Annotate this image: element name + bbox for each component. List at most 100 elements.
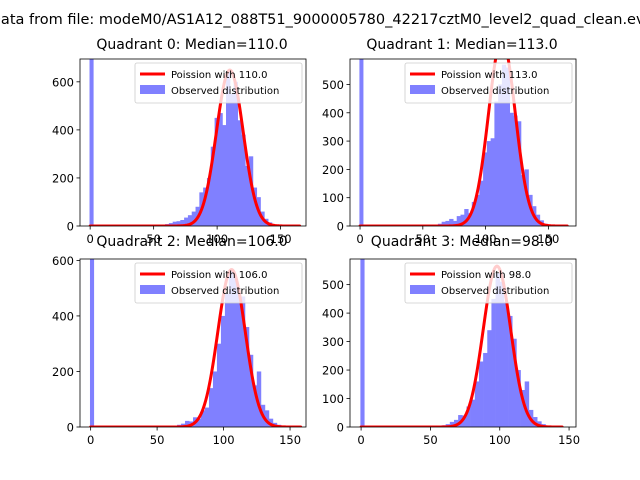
legend-hist-swatch: [410, 85, 435, 94]
histogram-bar: [218, 113, 223, 226]
histogram-bar: [479, 180, 484, 226]
histogram-bar: [520, 389, 525, 427]
histogram-bar: [445, 220, 450, 226]
y-tick-label: 300: [322, 135, 344, 149]
histogram-bar: [478, 361, 484, 427]
histogram-bar: [226, 72, 231, 226]
x-tick-label: 50: [146, 232, 161, 246]
histogram-bar: [505, 67, 511, 226]
histogram-bar: [487, 330, 492, 427]
legend-fit-label: Poission with 110.0: [171, 70, 267, 81]
histogram-bar: [471, 201, 477, 226]
histogram-bar: [228, 271, 234, 427]
histogram-bar: [256, 371, 262, 427]
histogram-bar: [191, 211, 197, 226]
legend-hist-swatch: [140, 85, 165, 94]
poisson-fit-line: [88, 68, 302, 226]
x-tick-label: 0: [87, 433, 94, 447]
y-tick-label: 400: [52, 309, 74, 323]
y-tick-label: 400: [52, 123, 74, 137]
legend-hist-label: Observed distribution: [171, 86, 279, 97]
legend-hist-label: Observed distribution: [441, 86, 549, 97]
legend-hist-swatch: [410, 285, 435, 294]
histogram-bar: [516, 121, 522, 226]
y-tick-label: 0: [67, 220, 74, 234]
legend-fit-label: Poission with 106.0: [171, 270, 267, 281]
x-tick-label: 0: [357, 433, 364, 447]
histogram-bar: [220, 315, 226, 427]
histogram-bar: [200, 410, 206, 427]
x-tick-label: 150: [558, 433, 580, 447]
histogram-bar: [516, 370, 521, 427]
histogram-bar: [524, 381, 530, 427]
legend-hist-swatch: [140, 285, 165, 294]
poisson-fit-line: [89, 268, 303, 427]
histogram-bar: [224, 293, 230, 427]
histogram-bar: [520, 175, 526, 226]
axes-frame: [79, 258, 307, 428]
histogram-bar: [232, 277, 238, 427]
histogram-bar: [491, 298, 496, 427]
histogram-bar: [460, 214, 465, 226]
histogram-bar: [499, 281, 505, 427]
histogram-bar: [208, 388, 214, 427]
histogram-bar: [508, 315, 513, 427]
histogram-bar: [206, 177, 212, 226]
legend: Poission with 113.0 Observed distribution: [404, 62, 573, 104]
plot-area: [359, 259, 564, 427]
legend-box: [404, 62, 573, 104]
x-tick-label: 150: [279, 433, 301, 447]
x-tick-label: 0: [86, 232, 93, 246]
histogram-bar: [184, 217, 189, 226]
y-tick-label: 200: [52, 365, 74, 379]
histogram-bar: [245, 165, 250, 226]
subplot-title: Quadrant 0: Median=110.0: [96, 37, 287, 53]
subplot-quadrant-0: 0 50 100 150 0 200 400 600 Poission with 110.0 Ob…: [52, 37, 307, 246]
histogram-bar: [172, 221, 178, 226]
x-tick-label: 150: [270, 232, 292, 246]
subplot-quadrant-1: 0 50 100 150 0 100 200 300 400 500 Poission with 1…: [322, 37, 577, 246]
poisson-fit-line: [358, 59, 569, 226]
histogram-bar: [264, 410, 270, 427]
histogram-bar: [185, 420, 190, 427]
histogram-bar: [464, 209, 469, 226]
histogram-bar: [452, 220, 458, 226]
y-tick-label: 300: [322, 335, 344, 349]
plot-area: [88, 59, 302, 226]
y-tick-label: 100: [322, 191, 344, 205]
histogram-bar: [196, 418, 202, 427]
legend-fit-label: Poission with 98.0: [441, 270, 531, 281]
legend-box: [134, 262, 303, 304]
x-tick-label: 100: [475, 232, 497, 246]
plot-area: [89, 259, 303, 427]
x-tick-label: 100: [213, 433, 235, 447]
histogram-bar: [244, 327, 250, 427]
histogram-bar: [483, 152, 488, 226]
histogram-bar: [222, 125, 227, 226]
histogram-bar: [214, 117, 219, 226]
histogram-bar: [462, 415, 467, 427]
histogram-bar: [441, 221, 446, 226]
histogram-bar: [187, 215, 193, 226]
histogram-bar: [512, 338, 517, 427]
histogram-bar: [229, 93, 235, 226]
histogram-bar: [468, 213, 473, 226]
subplot-quadrant-2: 0 50 100 150 0 200 400 600 Poission with 106.0 Ob…: [52, 234, 307, 447]
y-tick-label: 100: [322, 392, 344, 406]
histogram-bar: [490, 138, 495, 226]
histogram-bar: [212, 371, 218, 427]
legend-hist-label: Observed distribution: [441, 286, 549, 297]
axes-frame: [349, 58, 577, 227]
y-tick-label: 600: [52, 75, 74, 89]
histogram-bar: [252, 385, 258, 427]
histogram-bar: [474, 381, 480, 427]
histogram-bar: [449, 421, 455, 427]
y-tick-label: 600: [52, 254, 74, 268]
histogram-bar: [204, 407, 210, 427]
subplot-title: Quadrant 1: Median=113.0: [366, 37, 557, 53]
y-tick-label: 0: [337, 220, 344, 234]
histogram-bar: [240, 296, 246, 427]
histogram-bar: [210, 146, 216, 226]
plot-area: [358, 59, 569, 226]
